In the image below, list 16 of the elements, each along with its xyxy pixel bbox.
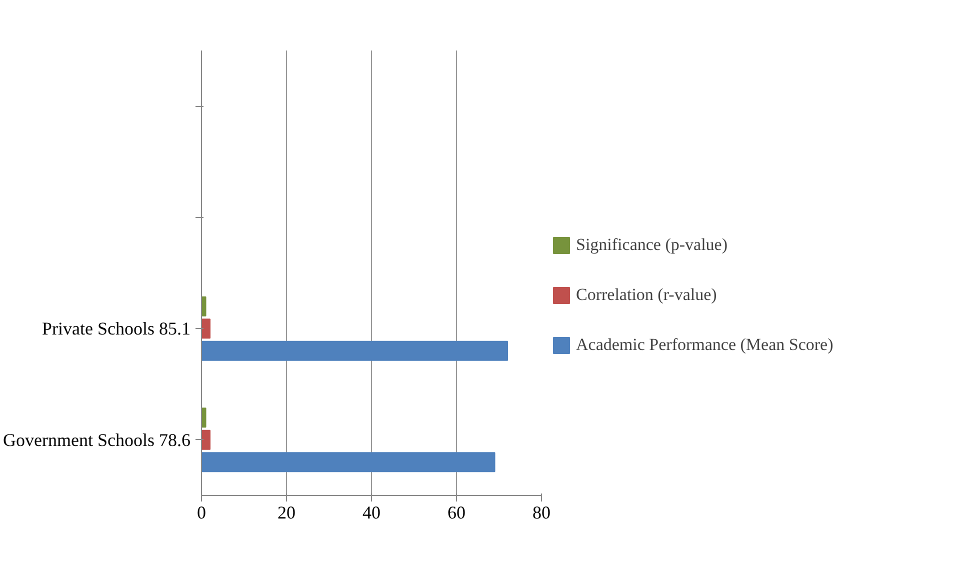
bar bbox=[202, 340, 508, 361]
bar bbox=[202, 408, 206, 428]
x-tick-label: 80 bbox=[532, 502, 550, 522]
bar bbox=[202, 452, 496, 472]
bar bbox=[202, 430, 210, 450]
bar bbox=[202, 296, 206, 316]
x-tick-label: 60 bbox=[448, 502, 466, 522]
y-tick-label: Private Schools 85.1 bbox=[42, 318, 191, 339]
legend-label: Academic Performance (Mean Score) bbox=[576, 335, 834, 355]
x-tick-label: 20 bbox=[278, 502, 296, 522]
x-tick-label: 0 bbox=[197, 502, 206, 522]
x-tick-label: 40 bbox=[362, 502, 380, 522]
legend-label: Correlation (r-value) bbox=[576, 285, 717, 305]
legend-label: Significance (p-value) bbox=[576, 235, 728, 255]
y-tick-label: Government Schools 78.6 bbox=[3, 430, 191, 450]
bar bbox=[202, 318, 210, 339]
